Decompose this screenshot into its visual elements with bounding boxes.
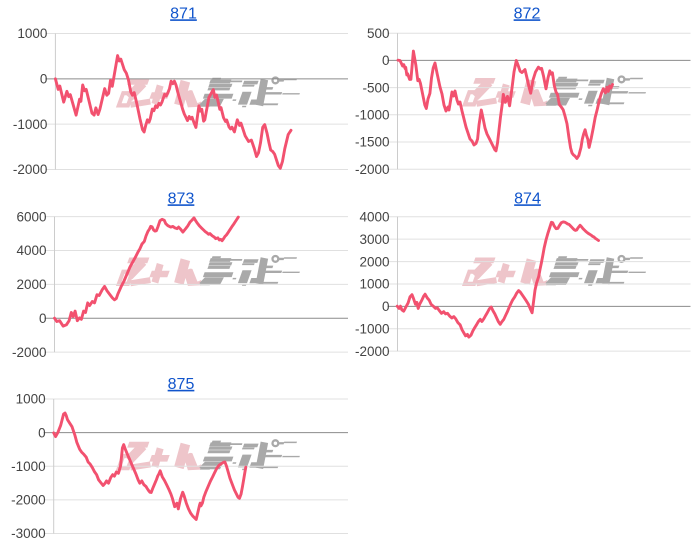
svg-text:-3000: -3000: [11, 526, 46, 541]
svg-text:-2000: -2000: [11, 493, 46, 508]
svg-text:1000: 1000: [359, 277, 389, 292]
svg-text:1000: 1000: [17, 26, 47, 41]
svg-text:-1500: -1500: [355, 135, 390, 150]
svg-text:4000: 4000: [16, 243, 46, 258]
svg-text:0: 0: [382, 53, 390, 68]
svg-text:-1000: -1000: [11, 459, 46, 474]
svg-text:-2000: -2000: [355, 344, 390, 359]
svg-text:-2000: -2000: [13, 162, 48, 177]
svg-text:500: 500: [367, 26, 390, 41]
svg-text:6000: 6000: [16, 209, 46, 224]
svg-text:4000: 4000: [359, 210, 389, 225]
svg-text:873: 873: [168, 190, 195, 207]
svg-text:0: 0: [39, 311, 47, 326]
svg-text:2000: 2000: [359, 254, 389, 269]
svg-text:872: 872: [514, 5, 541, 22]
svg-text:-2000: -2000: [12, 345, 47, 360]
svg-text:-1000: -1000: [355, 108, 390, 123]
svg-text:0: 0: [40, 72, 48, 87]
svg-text:871: 871: [170, 5, 197, 22]
svg-text:-500: -500: [362, 80, 389, 95]
svg-text:2000: 2000: [16, 277, 46, 292]
svg-text:0: 0: [38, 425, 46, 440]
svg-text:1000: 1000: [16, 392, 46, 407]
svg-text:0: 0: [382, 299, 390, 314]
svg-text:-1000: -1000: [355, 321, 390, 336]
svg-text:874: 874: [514, 190, 541, 207]
svg-text:-2000: -2000: [355, 162, 390, 177]
svg-text:875: 875: [168, 376, 195, 393]
svg-text:3000: 3000: [359, 232, 389, 247]
svg-text:-1000: -1000: [13, 117, 48, 132]
